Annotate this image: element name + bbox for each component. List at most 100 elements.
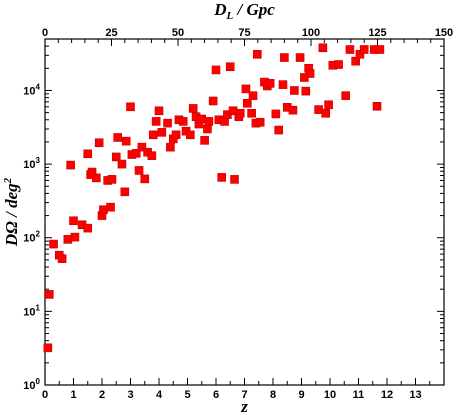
data-point — [121, 136, 131, 146]
data-point — [345, 45, 355, 54]
data-point — [255, 117, 265, 127]
x-tick-label: 8 — [270, 389, 276, 401]
data-point — [200, 136, 209, 145]
data-point — [151, 117, 161, 126]
data-point — [131, 149, 141, 158]
y-tick-label: 103 — [23, 156, 40, 171]
data-point — [69, 216, 78, 226]
data-point — [225, 62, 235, 72]
data-point — [253, 49, 262, 59]
data-point — [318, 43, 328, 53]
data-point — [171, 130, 181, 140]
x-tick-label: 9 — [298, 389, 304, 401]
data-point — [248, 91, 258, 100]
data-point — [147, 151, 157, 161]
data-point — [149, 130, 158, 140]
data-point — [204, 117, 214, 126]
x-tick-label: 7 — [241, 389, 247, 401]
data-point — [126, 102, 135, 112]
data-point — [290, 86, 299, 95]
data-point — [178, 117, 188, 126]
data-point — [341, 91, 350, 100]
x-tick-label: 11 — [353, 389, 365, 401]
y-tick-label: 102 — [23, 230, 40, 245]
data-point — [321, 108, 331, 118]
data-point — [137, 142, 147, 152]
x2-tick-label: 25 — [105, 27, 117, 39]
data-point — [107, 175, 117, 184]
x-tick-label: 5 — [184, 389, 190, 401]
x-tick-label: 6 — [213, 389, 219, 401]
x-axis-label: z — [240, 397, 248, 415]
data-point — [43, 343, 53, 353]
data-point — [140, 174, 150, 184]
x-tick-label: 4 — [156, 389, 163, 401]
data-point — [94, 138, 104, 148]
y-tick-label: 104 — [23, 82, 40, 97]
data-point — [186, 130, 195, 140]
data-point — [188, 104, 198, 113]
data-point — [211, 65, 221, 75]
data-point — [314, 105, 323, 114]
y-tick-label: 100 — [23, 377, 40, 392]
data-point — [324, 100, 333, 110]
x2-tick-label: 150 — [435, 27, 453, 39]
data-point — [241, 84, 251, 94]
data-points — [43, 43, 385, 353]
data-point — [274, 125, 284, 135]
axes — [44, 38, 445, 386]
data-point — [217, 173, 226, 182]
data-point — [271, 109, 281, 119]
data-point — [305, 69, 315, 78]
data-point — [120, 187, 130, 197]
data-point — [117, 159, 127, 169]
x2-tick-label: 0 — [42, 27, 48, 39]
data-point — [66, 160, 75, 170]
data-point — [203, 124, 212, 134]
x2-tick-label: 75 — [238, 27, 250, 39]
data-point — [166, 142, 175, 152]
x-tick-label: 0 — [42, 389, 48, 401]
x-tick-label: 1 — [70, 389, 76, 401]
data-point — [111, 152, 121, 162]
data-point — [99, 205, 108, 215]
y-axis-label: DΩ / deg2 — [2, 177, 21, 247]
data-point — [334, 60, 343, 69]
data-point — [301, 86, 311, 96]
y-tick-label: 101 — [23, 303, 40, 318]
data-point — [63, 235, 73, 244]
data-point — [92, 173, 101, 183]
data-point — [57, 254, 67, 263]
data-point — [70, 232, 80, 242]
top-axis-label: DL / Gpc — [213, 0, 275, 22]
data-point — [278, 80, 288, 89]
x-tick-label: 13 — [409, 389, 421, 401]
x2-tick-label: 50 — [172, 27, 184, 39]
data-point — [280, 53, 289, 62]
data-point — [134, 166, 144, 175]
data-point — [163, 118, 172, 128]
data-point — [83, 223, 93, 233]
data-point — [295, 53, 305, 62]
data-point — [83, 149, 93, 159]
x2-tick-label: 100 — [302, 27, 320, 39]
data-point — [106, 202, 115, 212]
data-point — [288, 105, 298, 115]
data-point — [157, 128, 167, 137]
x-tick-label: 2 — [99, 389, 105, 401]
data-point — [265, 79, 275, 88]
data-point — [197, 114, 207, 124]
data-point — [44, 290, 54, 299]
x-tick-label: 10 — [324, 389, 336, 401]
data-point — [247, 108, 256, 118]
data-point — [208, 96, 218, 106]
data-point — [359, 45, 369, 54]
data-point — [375, 45, 385, 54]
data-point — [154, 106, 164, 116]
x-tick-label: 3 — [127, 389, 133, 401]
x-tick-label: 12 — [381, 389, 393, 401]
data-point — [243, 98, 252, 108]
tick-labels: 0 1 2 3 4 5 6 7 8 9 10 11 12 130 25 50 75 100 125 150100101… — [23, 27, 453, 401]
data-point — [49, 239, 58, 249]
